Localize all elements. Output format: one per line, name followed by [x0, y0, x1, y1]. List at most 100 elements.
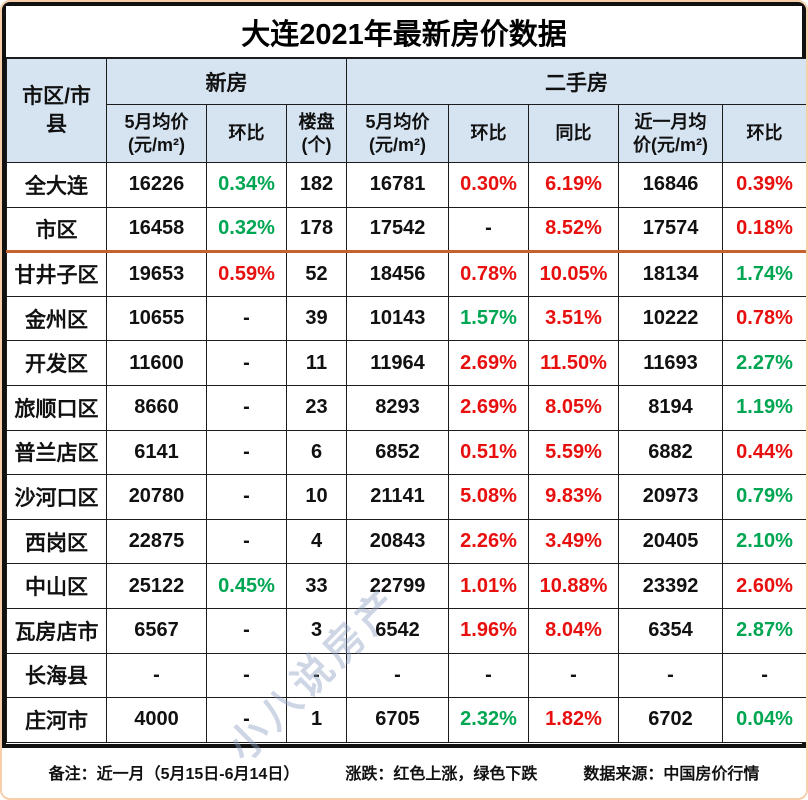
- table-row: 瓦房店市 6567-3 6542 1.96% 8.04% 6354 2.87%: [6, 607, 806, 654]
- value-cell: 16226: [106, 162, 207, 208]
- table-row: 金州区 10655-39 10143 1.57% 3.51% 10222 0.78%: [6, 295, 806, 342]
- region-cell: 庄河市: [6, 697, 107, 743]
- footer-notes: 备注：近一月（5月15日-6月14日） 涨跌：红色上涨，绿色下跌 数据来源：中国…: [2, 748, 806, 796]
- value-cell: 11: [285, 340, 348, 386]
- value-cell: 18134: [618, 251, 724, 297]
- value-cell: -: [448, 652, 530, 699]
- value-cell: -: [206, 607, 287, 654]
- value-cell: -: [106, 652, 207, 699]
- value-cell: 0.04%: [722, 697, 806, 743]
- value-cell: 6852: [346, 429, 450, 476]
- value-cell: 0.78%: [722, 295, 806, 342]
- value-cell: 0.44%: [722, 429, 806, 476]
- value-cell: 6567: [106, 607, 207, 654]
- value-cell: -: [448, 206, 530, 254]
- column-header-new-avg-price: 5月均价 (元/m²): [106, 104, 207, 163]
- value-cell: 0.45%: [206, 563, 287, 609]
- value-cell: 1.19%: [722, 384, 806, 431]
- value-cell: 2.10%: [722, 518, 806, 565]
- value-cell: 4000: [106, 697, 207, 743]
- region-cell: 全大连: [6, 162, 107, 208]
- page-title: 大连2021年最新房价数据: [6, 6, 802, 58]
- value-cell: 11693: [618, 340, 724, 386]
- value-cell: -: [285, 652, 348, 699]
- value-cell: 8194: [618, 384, 724, 431]
- value-cell: 2.69%: [448, 384, 530, 431]
- table-row: 全大连 16226 0.34% 182 16781 0.30% 6.19% 16846 0.39…: [6, 162, 806, 208]
- column-group-new-house: 新房: [105, 58, 348, 105]
- column-group-used-house: 二手房: [346, 58, 806, 105]
- value-cell: 23: [285, 384, 348, 431]
- value-cell: 8.04%: [528, 607, 620, 654]
- value-cell: 11600: [106, 340, 207, 386]
- value-cell: 2.60%: [722, 563, 806, 609]
- table-row: 中山区 25122 0.45% 33 22799 1.01% 10.88% 23392 2.60…: [6, 563, 806, 609]
- value-cell: 1.01%: [448, 563, 530, 609]
- value-cell: 1.57%: [448, 295, 530, 342]
- value-cell: 17542: [346, 206, 450, 254]
- table-row: 西岗区 22875-4 20843 2.26% 3.49% 20405 2.10%: [6, 518, 806, 565]
- value-cell: 23392: [618, 563, 724, 609]
- value-cell: 6702: [618, 697, 724, 743]
- value-cell: 2.87%: [722, 607, 806, 654]
- value-cell: 0.18%: [722, 206, 806, 254]
- value-cell: 0.39%: [722, 162, 806, 208]
- value-cell: 2.69%: [448, 340, 530, 386]
- value-cell: 0.34%: [206, 162, 287, 208]
- region-cell: 中山区: [6, 563, 107, 609]
- value-cell: 6354: [618, 607, 724, 654]
- value-cell: 8.05%: [528, 384, 620, 431]
- value-cell: 6141: [106, 429, 207, 476]
- table-row: 长海县 - - - - - - - -: [6, 652, 806, 699]
- column-header-recent-month-avg: 近一月均 价(元/m²): [618, 104, 724, 163]
- table-row: 甘井子区 19653 0.59% 52 18456 0.78% 10.05% 18134 1.7…: [6, 251, 806, 297]
- value-cell: 5.08%: [448, 474, 530, 520]
- column-header-region: 市区/市 县: [6, 58, 107, 163]
- value-cell: 3.51%: [528, 295, 620, 342]
- region-cell: 市区: [6, 206, 107, 254]
- table-row: 市区 16458 0.32% 178 17542-8.52% 17574 0.18%: [6, 206, 806, 254]
- column-header-used-yoy: 同比: [528, 104, 620, 163]
- table-header: 市区/市 县 新房 二手房 5月均价 (元/m²) 环比 楼盘 (个) 5月均价…: [6, 58, 806, 163]
- price-table: 大连2021年最新房价数据 市区/市 县 新房 二手房 5月均价 (元/m²) …: [2, 2, 806, 748]
- value-cell: 8293: [346, 384, 450, 431]
- region-cell: 西岗区: [6, 518, 107, 565]
- value-cell: -: [206, 429, 287, 476]
- value-cell: 0.30%: [448, 162, 530, 208]
- value-cell: 2.27%: [722, 340, 806, 386]
- region-cell: 普兰店区: [6, 429, 107, 476]
- column-header-recent-mom: 环比: [722, 104, 806, 163]
- value-cell: 16846: [618, 162, 724, 208]
- value-cell: -: [206, 697, 287, 743]
- value-cell: -: [206, 384, 287, 431]
- value-cell: 182: [285, 162, 348, 208]
- table-row: 开发区 11600-11 11964 2.69% 11.50% 11693 2.27%: [6, 340, 806, 386]
- value-cell: 0.79%: [722, 474, 806, 520]
- region-cell: 长海县: [6, 652, 107, 699]
- value-cell: -: [206, 652, 287, 699]
- value-cell: 52: [285, 251, 348, 297]
- value-cell: 21141: [346, 474, 450, 520]
- value-cell: 10.88%: [528, 563, 620, 609]
- value-cell: 6542: [346, 607, 450, 654]
- value-cell: 16781: [346, 162, 450, 208]
- footer-note-period: 备注：近一月（5月15日-6月14日）: [48, 766, 300, 783]
- value-cell: 1.96%: [448, 607, 530, 654]
- value-cell: 0.51%: [448, 429, 530, 476]
- column-header-used-mom: 环比: [448, 104, 530, 163]
- header-group-row: 市区/市 县 新房 二手房: [6, 58, 806, 163]
- value-cell: 39: [285, 295, 348, 342]
- value-cell: 8.52%: [528, 206, 620, 254]
- value-cell: 8660: [106, 384, 207, 431]
- value-cell: 10: [285, 474, 348, 520]
- value-cell: 20780: [106, 474, 207, 520]
- table-row: 普兰店区 6141-6 6852 0.51% 5.59% 6882 0.44%: [6, 429, 806, 476]
- value-cell: 0.59%: [206, 251, 287, 297]
- value-cell: 2.26%: [448, 518, 530, 565]
- value-cell: 18456: [346, 251, 450, 297]
- value-cell: 5.59%: [528, 429, 620, 476]
- region-cell: 旅顺口区: [6, 384, 107, 431]
- column-header-new-projects: 楼盘 (个): [285, 104, 348, 163]
- value-cell: 10.05%: [528, 251, 620, 297]
